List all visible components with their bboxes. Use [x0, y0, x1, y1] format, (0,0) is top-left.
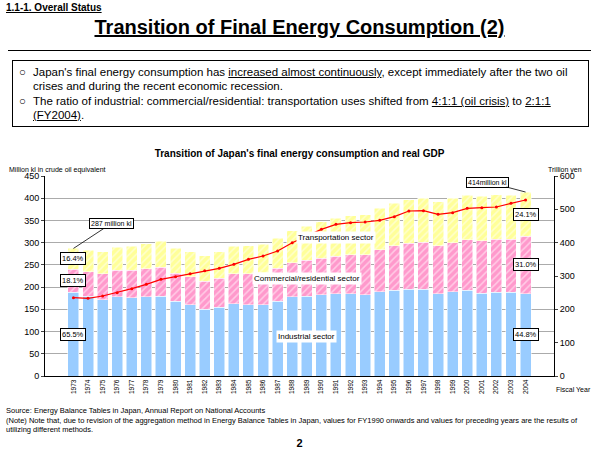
- svg-text:400: 400: [560, 238, 575, 248]
- svg-text:1981: 1981: [186, 379, 193, 394]
- svg-text:200: 200: [24, 282, 39, 292]
- svg-text:Transportation sector: Transportation sector: [298, 233, 374, 242]
- svg-text:1997: 1997: [420, 379, 427, 394]
- svg-text:250: 250: [24, 260, 39, 270]
- svg-text:1977: 1977: [128, 379, 135, 394]
- svg-text:600: 600: [560, 171, 575, 181]
- html-text:Source: Energy Balance Tables: Source: Energy Balance Tables in Japan, …: [6, 406, 266, 415]
- svg-text:400: 400: [24, 193, 39, 203]
- html-text:The ratio of industrial: comme: The ratio of industrial: commercial/resi…: [33, 95, 551, 121]
- svg-text:1992: 1992: [347, 379, 354, 394]
- svg-text:1987: 1987: [274, 379, 281, 394]
- svg-text:2001: 2001: [478, 379, 485, 394]
- svg-text:Million kl in crude oil equiva: Million kl in crude oil equivalent: [9, 166, 106, 174]
- svg-text:Fiscal Year: Fiscal Year: [556, 386, 591, 393]
- svg-text:Trillion yen: Trillion yen: [548, 166, 582, 174]
- svg-text:1995: 1995: [390, 379, 397, 394]
- svg-text:1980: 1980: [172, 379, 179, 394]
- svg-text:200: 200: [560, 304, 575, 314]
- svg-text:1979: 1979: [157, 379, 164, 394]
- svg-text:100: 100: [24, 327, 39, 337]
- svg-text:1994: 1994: [376, 379, 383, 394]
- svg-text:1999: 1999: [449, 379, 456, 394]
- svg-text:18.1%: 18.1%: [62, 276, 84, 285]
- svg-text:65.5%: 65.5%: [62, 330, 84, 339]
- svg-text:1975: 1975: [99, 379, 106, 394]
- html-text:2: 2: [296, 437, 303, 449]
- html-text:Japan's final energy consumpti: Japan's final energy consumption has inc…: [33, 66, 568, 92]
- svg-text:2003: 2003: [507, 379, 514, 394]
- svg-text:1984: 1984: [230, 379, 237, 394]
- svg-text:1993: 1993: [361, 379, 368, 394]
- svg-text:1978: 1978: [142, 379, 149, 394]
- svg-text:1998: 1998: [434, 379, 441, 394]
- svg-text:24.1%: 24.1%: [515, 210, 537, 219]
- svg-text:31.0%: 31.0%: [515, 260, 537, 269]
- svg-text:1983: 1983: [215, 379, 222, 394]
- svg-text:300: 300: [24, 238, 39, 248]
- html-text:Transition of Final Energy Con: Transition of Final Energy Consumption (…: [94, 16, 505, 38]
- svg-text:1996: 1996: [405, 379, 412, 394]
- svg-text:1973: 1973: [70, 379, 77, 394]
- svg-text:300: 300: [560, 271, 575, 281]
- svg-text:Commercial/residential sector: Commercial/residential sector: [254, 274, 360, 283]
- svg-text:50: 50: [29, 349, 39, 359]
- svg-text:44.8%: 44.8%: [515, 330, 537, 339]
- svg-text:100: 100: [560, 338, 575, 348]
- svg-text:1991: 1991: [332, 379, 339, 394]
- svg-text:450: 450: [24, 171, 39, 181]
- svg-text:287 million kl: 287 million kl: [91, 220, 132, 227]
- svg-text:1974: 1974: [84, 379, 91, 394]
- svg-text:0: 0: [34, 371, 39, 381]
- svg-text:1982: 1982: [201, 379, 208, 394]
- svg-text:1990: 1990: [317, 379, 324, 394]
- svg-text:414million kl: 414million kl: [468, 179, 507, 186]
- svg-text:1989: 1989: [303, 379, 310, 394]
- svg-text:2004: 2004: [522, 379, 529, 394]
- svg-text:1976: 1976: [113, 379, 120, 394]
- svg-text:Transition of Japan's final en: Transition of Japan's final energy consu…: [155, 148, 445, 159]
- svg-text:1988: 1988: [288, 379, 295, 394]
- svg-text:0: 0: [560, 371, 565, 381]
- svg-text:500: 500: [560, 204, 575, 214]
- svg-text:2002: 2002: [492, 379, 499, 394]
- svg-text:16.4%: 16.4%: [62, 254, 84, 263]
- html-text:(Note) Note that, due to revis: (Note) Note that, due to revision of the…: [6, 416, 577, 434]
- svg-text:Industrial sector: Industrial sector: [278, 332, 335, 341]
- svg-text:1986: 1986: [259, 379, 266, 394]
- svg-text:350: 350: [24, 216, 39, 226]
- svg-text:2000: 2000: [463, 379, 470, 394]
- html-text:1.1-1. Overall Status: 1.1-1. Overall Status: [6, 2, 102, 13]
- svg-text:1985: 1985: [245, 379, 252, 394]
- svg-text:150: 150: [24, 304, 39, 314]
